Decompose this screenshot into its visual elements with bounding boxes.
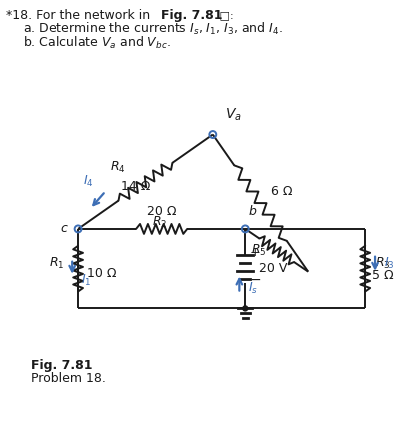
Circle shape [243,306,248,311]
Text: $I_3$: $I_3$ [384,256,394,271]
Text: 5 Ω: 5 Ω [372,269,394,282]
Text: $I_1$: $I_1$ [81,273,91,288]
Text: 20 V: 20 V [258,262,287,275]
Text: $I_4$: $I_4$ [83,174,93,189]
Text: 20 Ω: 20 Ω [147,204,176,217]
Text: Problem 18.: Problem 18. [31,372,106,385]
Text: 14 Ω: 14 Ω [121,180,150,193]
Text: $R_5$: $R_5$ [251,243,267,258]
Text: $R_1$: $R_1$ [49,256,64,271]
Text: $R_3$: $R_3$ [375,256,391,271]
Text: $V_a$: $V_a$ [225,106,241,123]
Text: $b$: $b$ [248,204,258,218]
Text: Fig. 7.81: Fig. 7.81 [31,358,93,372]
Text: 10 Ω: 10 Ω [87,267,116,280]
Text: −: − [249,273,261,286]
Text: +: + [250,246,260,259]
Text: $R_4$: $R_4$ [110,160,126,175]
Text: *18. For the network in: *18. For the network in [6,9,154,22]
Text: 6 Ω: 6 Ω [272,184,293,197]
Text: □:: □: [216,10,233,20]
Text: $I_s$: $I_s$ [248,281,258,296]
Text: a. Determine the currents $I_s$, $I_1$, $I_3$, and $I_4$.: a. Determine the currents $I_s$, $I_1$, … [23,21,283,37]
Text: $c$: $c$ [60,222,68,235]
Text: Fig. 7.81: Fig. 7.81 [161,9,222,22]
Text: $R_2$: $R_2$ [152,214,168,230]
Text: b. Calculate $V_a$ and $V_{bc}$.: b. Calculate $V_a$ and $V_{bc}$. [23,35,171,51]
